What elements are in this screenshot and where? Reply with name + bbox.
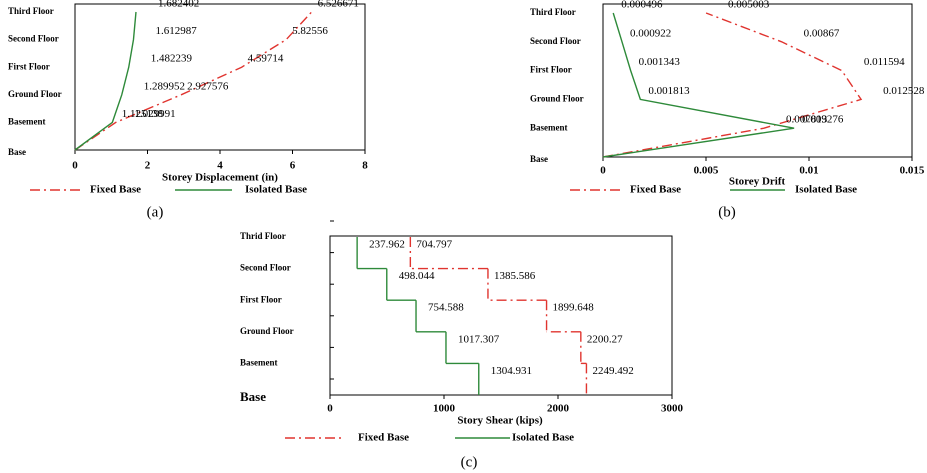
data-label: 1.029991 bbox=[134, 108, 175, 120]
y-category-label: Thrid Floor bbox=[240, 231, 286, 241]
y-category-label: Basement bbox=[8, 116, 46, 126]
x-tick-label: 0 bbox=[327, 403, 333, 415]
y-category-label: Base bbox=[240, 389, 266, 404]
data-label: 0.001813 bbox=[648, 85, 690, 97]
data-label: 5.82556 bbox=[292, 25, 328, 37]
series-line bbox=[602, 12, 863, 158]
y-category-label: Third Floor bbox=[8, 6, 54, 16]
legend-label: Fixed Base bbox=[90, 184, 141, 196]
plot-frame bbox=[602, 3, 913, 158]
y-category-label: Basement bbox=[240, 357, 278, 367]
series-line bbox=[74, 11, 137, 151]
legend-label: Fixed Base bbox=[358, 432, 409, 444]
y-category-label: Second Floor bbox=[240, 263, 291, 273]
legend-label: Fixed Base bbox=[630, 184, 681, 196]
y-category-label: First Floor bbox=[240, 294, 282, 304]
data-label: 1.612987 bbox=[155, 25, 197, 37]
data-label: 6.526671 bbox=[318, 0, 359, 10]
x-tick-label: 2000 bbox=[547, 403, 570, 415]
data-label: 0.011594 bbox=[864, 56, 905, 68]
y-category-label: First Floor bbox=[530, 65, 572, 75]
panel-label: (c) bbox=[461, 454, 478, 470]
x-axis-label: Storey Drift bbox=[729, 176, 786, 188]
y-category-label: Ground Floor bbox=[8, 89, 62, 99]
x-tick-label: 8 bbox=[362, 160, 368, 172]
data-label: 1304.931 bbox=[491, 365, 532, 377]
x-tick-label: 0.005 bbox=[694, 165, 719, 177]
x-axis-label: Story Shear (kips) bbox=[457, 415, 543, 427]
data-label: 1899.648 bbox=[553, 302, 595, 314]
legend-label: Isolated Base bbox=[512, 432, 574, 444]
x-tick-label: 3000 bbox=[661, 403, 684, 415]
x-tick-label: 0 bbox=[600, 165, 606, 177]
x-tick-label: 1000 bbox=[433, 403, 456, 415]
data-label: 0.00867 bbox=[804, 27, 840, 39]
y-category-label: Third Floor bbox=[530, 7, 576, 17]
data-label: 1.682402 bbox=[158, 0, 199, 10]
y-category-label: Basement bbox=[530, 122, 568, 132]
data-label: 0.009276 bbox=[802, 114, 844, 126]
x-tick-label: 0.015 bbox=[900, 165, 925, 177]
y-category-label: First Floor bbox=[8, 61, 50, 71]
data-label: 0.005003 bbox=[728, 0, 770, 11]
data-label: 2200.27 bbox=[587, 333, 623, 345]
data-label: 1.289952 bbox=[144, 80, 185, 92]
x-tick-label: 2 bbox=[145, 160, 151, 172]
x-tick-label: 0.01 bbox=[799, 165, 818, 177]
legend-label: Isolated Base bbox=[245, 184, 307, 196]
x-tick-label: 4 bbox=[217, 160, 223, 172]
x-tick-label: 6 bbox=[290, 160, 296, 172]
data-label: 1017.307 bbox=[458, 333, 500, 345]
data-label: 0.001343 bbox=[639, 56, 681, 68]
y-category-label: Second Floor bbox=[530, 36, 581, 46]
data-label: 4.59714 bbox=[248, 53, 284, 65]
data-label: 704.797 bbox=[416, 239, 452, 251]
x-axis-label: Storey Displacement (in) bbox=[162, 172, 278, 184]
data-label: 0.000496 bbox=[621, 0, 663, 11]
y-category-label: Ground Floor bbox=[240, 326, 294, 336]
data-label: 0.007813 bbox=[786, 114, 828, 126]
data-label: 1.482239 bbox=[151, 53, 193, 65]
data-label: 0.012528 bbox=[883, 85, 925, 97]
y-category-label: Base bbox=[530, 154, 548, 164]
panel-label: (b) bbox=[718, 204, 736, 220]
y-category-label: Second Floor bbox=[8, 34, 59, 44]
series-line bbox=[74, 11, 313, 151]
data-label: 0.000922 bbox=[630, 27, 671, 39]
x-tick-label: 0 bbox=[72, 160, 78, 172]
data-label: 1.125138 bbox=[122, 108, 164, 120]
data-label: 754.588 bbox=[428, 302, 464, 314]
data-label: 498.044 bbox=[399, 270, 435, 282]
y-category-label: Base bbox=[8, 147, 26, 157]
series-line bbox=[602, 12, 795, 158]
y-category-label: Ground Floor bbox=[530, 93, 584, 103]
legend-label: Isolated Base bbox=[795, 184, 857, 196]
data-label: 2.927576 bbox=[187, 80, 229, 92]
data-label: 237.962 bbox=[369, 239, 405, 251]
data-label: 2249.492 bbox=[592, 365, 633, 377]
panel-label: (a) bbox=[147, 204, 164, 220]
data-label: 1385.586 bbox=[494, 270, 536, 282]
